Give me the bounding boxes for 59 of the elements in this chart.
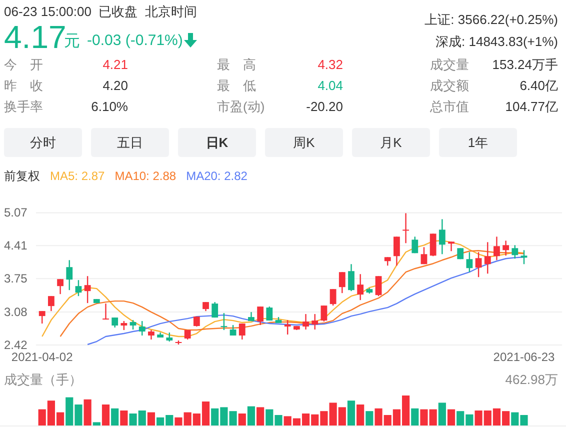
- text: 总市值: [429, 99, 469, 114]
- x-tick-label: 2021-06-23: [493, 350, 556, 364]
- text: 153.24万手: [492, 57, 558, 72]
- y-tick-label: 4.41: [4, 238, 28, 253]
- y-tick-label: 5.07: [4, 206, 28, 220]
- text: 元: [64, 33, 80, 50]
- text: 前复权: [4, 169, 40, 183]
- text: 昨 收: [4, 78, 43, 93]
- bar: [347, 400, 356, 426]
- bar: [447, 409, 456, 426]
- text: 最 高: [217, 57, 256, 72]
- text: 分时: [30, 135, 56, 150]
- text: -20.20: [306, 99, 343, 114]
- text: 成交额: [430, 78, 469, 93]
- text: 月K: [380, 135, 402, 150]
- text: 6.10%: [91, 99, 128, 114]
- candlestick: [93, 299, 100, 304]
- bar: [256, 407, 264, 426]
- bar: [111, 408, 119, 426]
- bar: [102, 404, 110, 426]
- bar: [120, 410, 128, 426]
- text: 4.20: [102, 78, 128, 93]
- text: MA10: 2.88: [114, 169, 176, 183]
- x-tick-label: 2021-04-02: [11, 350, 74, 364]
- text: 1年: [468, 135, 488, 150]
- chart-title: 成交量（手）: [4, 372, 82, 387]
- text: 成交量: [430, 57, 469, 72]
- text: 462.98万: [505, 372, 558, 387]
- text: 今 开: [4, 57, 43, 72]
- y-tick-label: 3.75: [4, 272, 28, 286]
- bar: [366, 411, 374, 426]
- text: 4.21: [102, 57, 128, 72]
- text: 4.17: [4, 19, 66, 55]
- text: 06-23 15:00:00 已收盘 北京时间: [4, 4, 197, 19]
- text: 上证: 3566.22(+0.25%): [424, 12, 558, 27]
- text: 最 低: [217, 78, 256, 93]
- text: MA5: 2.87: [50, 169, 106, 183]
- bar: [84, 399, 92, 426]
- y-tick-label: 3.08: [4, 305, 28, 320]
- bar: [438, 402, 446, 426]
- bar: [247, 406, 256, 426]
- text: 市盈(动): [217, 99, 265, 114]
- bar: [147, 412, 156, 426]
- text: 104.77亿: [505, 99, 558, 114]
- bar: [356, 404, 364, 426]
- bar: [238, 414, 246, 426]
- text: 换手率: [4, 99, 43, 114]
- text: 4.04: [318, 78, 343, 93]
- bar: [411, 408, 419, 426]
- text: 五日: [117, 135, 143, 150]
- text: -0.03 (-0.71%): [87, 32, 183, 49]
- text: 6.40亿: [520, 78, 558, 93]
- text: 日K: [206, 135, 229, 150]
- text: MA20: 2.82: [186, 169, 248, 183]
- text: 深成: 14843.83(+1%): [436, 34, 558, 49]
- y-tick-label: 2.42: [4, 338, 28, 352]
- bar: [92, 422, 100, 426]
- text: 4.32: [318, 57, 343, 72]
- text: 周K: [293, 135, 316, 150]
